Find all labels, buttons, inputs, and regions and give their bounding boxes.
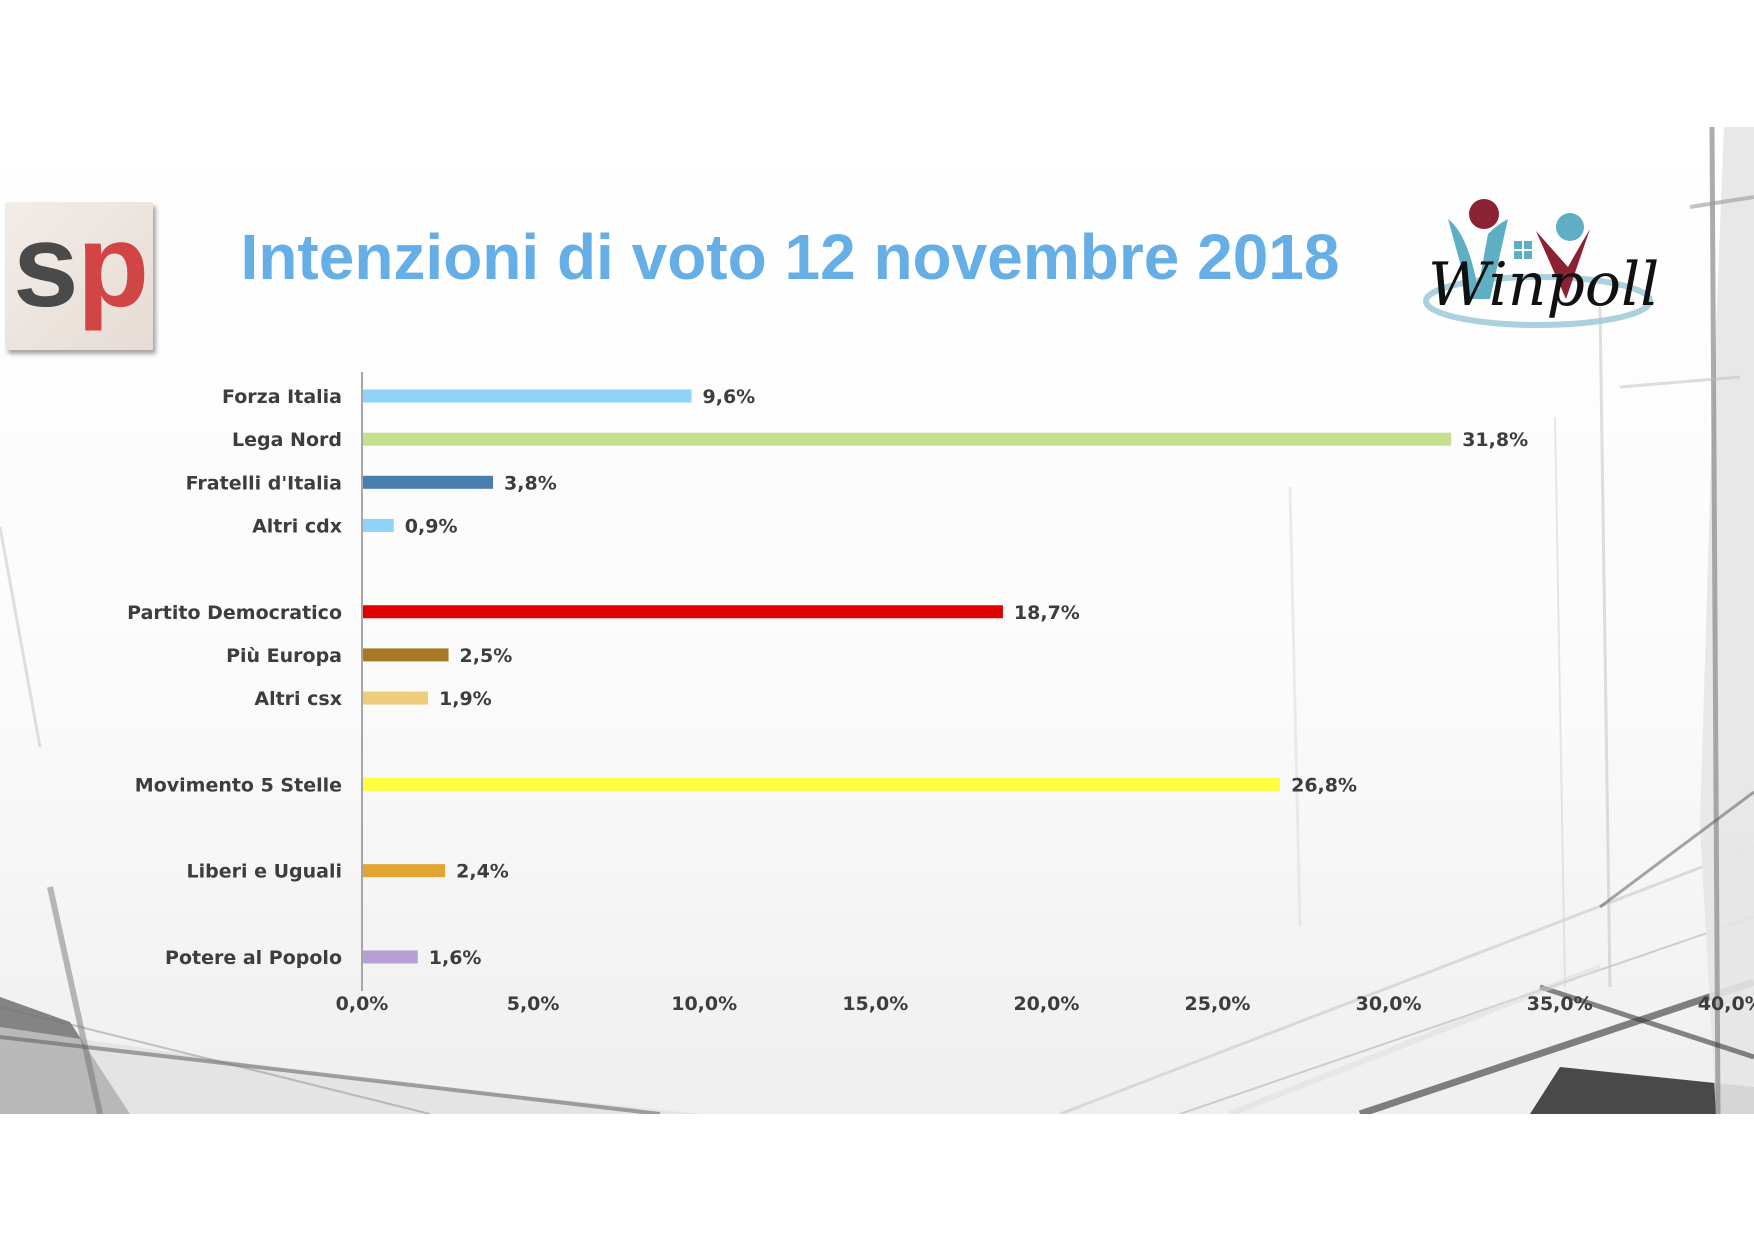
sp-logo-p: p [77, 200, 150, 332]
x-tick-label: 25,0% [1185, 993, 1251, 1015]
background-window-art [0, 127, 1754, 1114]
bar [363, 777, 1281, 791]
x-tick-label: 15,0% [842, 993, 908, 1015]
category-label: Liberi e Uguali [186, 861, 342, 883]
data-label: 31,8% [1462, 429, 1528, 451]
category-label: Più Europa [226, 645, 342, 667]
x-tick-label: 35,0% [1527, 993, 1593, 1015]
sp-logo-s: s [13, 200, 79, 332]
bar [363, 389, 692, 403]
category-label: Potere al Popolo [165, 947, 342, 969]
x-tick-label: 40,0% [1698, 993, 1754, 1015]
sp-logo: s p [5, 202, 153, 350]
winpoll-logo: Winpoll [1423, 199, 1659, 328]
x-tick-label: 10,0% [671, 993, 737, 1015]
bar [363, 475, 494, 489]
page-title: Intenzioni di voto 12 novembre 2018 [240, 221, 1340, 293]
category-label: Forza Italia [222, 386, 342, 408]
bar [363, 950, 418, 964]
x-tick-label: 30,0% [1356, 993, 1422, 1015]
data-label: 2,4% [456, 861, 509, 883]
category-label: Altri csx [254, 688, 342, 710]
data-label: 3,8% [504, 472, 557, 494]
x-tick-label: 20,0% [1013, 993, 1079, 1015]
bar-chart: Forza Italia 9,6% Lega Nord 31,8% Fratelli d… [127, 372, 1754, 1015]
data-label: 18,7% [1014, 602, 1080, 624]
bar [363, 691, 429, 705]
bar [363, 518, 394, 532]
data-label: 9,6% [703, 386, 756, 408]
data-label: 0,9% [405, 515, 458, 537]
category-label: Fratelli d'Italia [186, 472, 342, 494]
data-label: 1,9% [439, 688, 492, 710]
slide: s p Intenzioni di voto 12 novembre 2018 … [0, 127, 1754, 1114]
category-label: Partito Democratico [127, 602, 342, 624]
category-label: Altri cdx [252, 515, 342, 537]
x-tick-label: 5,0% [507, 993, 560, 1015]
category-label: Lega Nord [232, 429, 342, 451]
winpoll-logo-text: Winpoll [1428, 250, 1659, 320]
bar [363, 432, 1452, 446]
bar [363, 648, 449, 662]
data-label: 2,5% [460, 645, 513, 667]
bar [363, 605, 1003, 619]
data-label: 1,6% [429, 947, 482, 969]
bar [363, 864, 446, 878]
data-label: 26,8% [1291, 774, 1357, 796]
x-tick-label: 0,0% [336, 993, 389, 1015]
category-label: Movimento 5 Stelle [135, 774, 342, 796]
